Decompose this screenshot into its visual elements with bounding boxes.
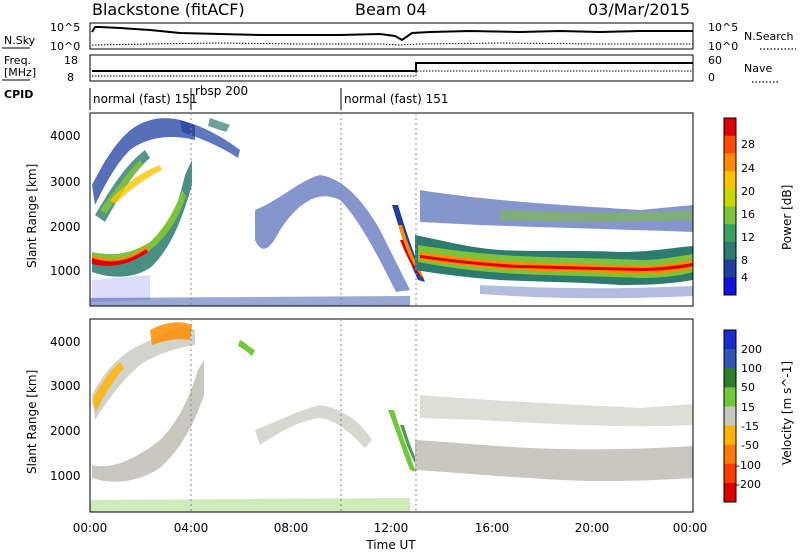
cpid-segment-3: normal (fast) 151 [344, 92, 448, 106]
power-heatmap [90, 118, 693, 306]
cpid-label: CPID [4, 88, 33, 101]
xtick-1: 04:00 [174, 521, 209, 535]
nave-tick-low: 0 [708, 71, 715, 84]
date-title: 03/Mar/2015 [588, 0, 690, 19]
velocity-cb-tick-m200: -200 [736, 478, 761, 491]
velocity-ylabel: Slant Range [km] [25, 370, 39, 474]
xtick-5: 20:00 [575, 521, 610, 535]
xtick-2: 08:00 [274, 521, 309, 535]
power-colorbar-swatch-0 [724, 118, 736, 137]
power-ylabel: Slant Range [km] [25, 164, 39, 268]
velocity-ytick-4000: 4000 [50, 335, 81, 349]
velocity-ytick-1000: 1000 [50, 469, 81, 483]
nsky-panel: N.Sky 10^5 10^0 10^5 10^0 N.Search [2, 21, 796, 53]
power-ytick-4000: 4000 [50, 129, 81, 143]
power-ytick-3000: 3000 [50, 175, 81, 189]
xlabel: Time UT [365, 538, 416, 552]
power-colorbar-swatches [724, 118, 736, 296]
freq-trace [92, 62, 693, 72]
power-colorbar-swatch-3 [724, 171, 736, 190]
nsearch-tick-high: 10^5 [708, 21, 738, 34]
power-colorbar-swatch-6 [724, 224, 736, 243]
velocity-colorbar-swatches [724, 330, 736, 503]
power-colorbar-swatch-8 [724, 259, 736, 278]
power-panel: 4000 3000 2000 1000 Slant Range [km] [25, 112, 694, 307]
power-colorbar-swatch-9 [724, 277, 736, 296]
nsearch-label: N.Search [744, 30, 794, 43]
velocity-colorbar-swatch-2 [724, 368, 736, 388]
velocity-ytick-2000: 2000 [50, 424, 81, 438]
cpid-segment-2: rbsp 200 [195, 84, 248, 98]
power-cb-tick-28: 28 [741, 138, 755, 151]
nsky-trace [91, 26, 693, 42]
freq-label-1: Freq. [4, 54, 31, 67]
velocity-colorbar-swatch-3 [724, 387, 736, 407]
nave-label: Nave [744, 62, 772, 75]
freq-panel: Freq. [MHz] 18 8 60 0 Nave [2, 54, 780, 84]
velocity-colorbar: 200 100 50 15 -15 -50 -100 -200 Velocity… [723, 329, 794, 503]
velocity-cb-tick-50: 50 [741, 381, 755, 394]
velocity-cb-tick-m50: -50 [741, 439, 759, 452]
power-ytick-2000: 2000 [50, 220, 81, 234]
power-ytick-1000: 1000 [50, 264, 81, 278]
power-cb-tick-8: 8 [741, 254, 748, 267]
power-colorbar-swatch-1 [724, 135, 736, 154]
nsearch-tick-low: 10^0 [708, 40, 738, 53]
nsearch-trace [91, 42, 693, 46]
xtick-0: 00:00 [73, 521, 108, 535]
nave-tick-high: 60 [708, 54, 722, 67]
power-colorbar-swatch-7 [724, 241, 736, 261]
velocity-cb-tick-100: 100 [741, 362, 762, 375]
freq-label-2: [MHz] [4, 66, 36, 79]
x-axis: 00:00 04:00 08:00 12:00 16:00 20:00 00:0… [73, 521, 708, 552]
velocity-colorbar-swatch-4 [724, 406, 736, 427]
power-colorbar-swatch-5 [724, 206, 736, 225]
power-cb-tick-4: 4 [741, 271, 748, 284]
power-cb-label: Power [dB] [780, 185, 794, 250]
velocity-colorbar-swatch-5 [724, 425, 736, 446]
power-cb-tick-20: 20 [741, 185, 755, 198]
velocity-cb-tick-200: 200 [741, 343, 762, 356]
cpid-row: CPID normal (fast) 151 rbsp 200 normal (… [4, 84, 448, 110]
nsky-tick-low: 10^0 [50, 40, 80, 53]
velocity-cb-label: Velocity [m s^-1] [780, 361, 794, 465]
velocity-colorbar-swatch-7 [724, 463, 736, 484]
station-title: Blackstone (fitACF) [92, 0, 245, 19]
power-cb-tick-16: 16 [741, 208, 755, 221]
cpid-segment-1: normal (fast) 151 [93, 92, 197, 106]
beam-title: Beam 04 [355, 0, 427, 19]
power-colorbar-swatch-4 [724, 188, 736, 207]
velocity-colorbar-swatch-0 [724, 330, 736, 350]
xtick-6: 00:00 [673, 521, 708, 535]
velocity-cb-tick-m100: -100 [736, 459, 761, 472]
velocity-panel: 4000 3000 2000 1000 Slant Range [km] [25, 318, 694, 513]
power-colorbar-swatch-2 [724, 153, 736, 172]
velocity-colorbar-swatch-6 [724, 444, 736, 465]
freq-tick-low: 8 [67, 71, 74, 84]
velocity-colorbar-swatch-8 [724, 482, 736, 503]
velocity-colorbar-swatch-1 [724, 349, 736, 369]
nave-trace [92, 70, 693, 77]
power-cb-tick-24: 24 [741, 162, 755, 175]
power-cb-tick-12: 12 [741, 231, 755, 244]
velocity-ytick-3000: 3000 [50, 379, 81, 393]
xtick-3: 12:00 [374, 521, 409, 535]
velocity-cb-tick-15: 15 [741, 401, 755, 414]
nsky-label: N.Sky [4, 34, 36, 47]
nsky-tick-high: 10^5 [50, 21, 80, 34]
freq-tick-high: 18 [64, 54, 78, 67]
velocity-cb-tick-m15: -15 [741, 420, 759, 433]
power-colorbar: 28 24 20 16 12 8 4 Power [dB] [723, 117, 794, 296]
velocity-heatmap [90, 322, 693, 512]
xtick-4: 16:00 [475, 521, 510, 535]
